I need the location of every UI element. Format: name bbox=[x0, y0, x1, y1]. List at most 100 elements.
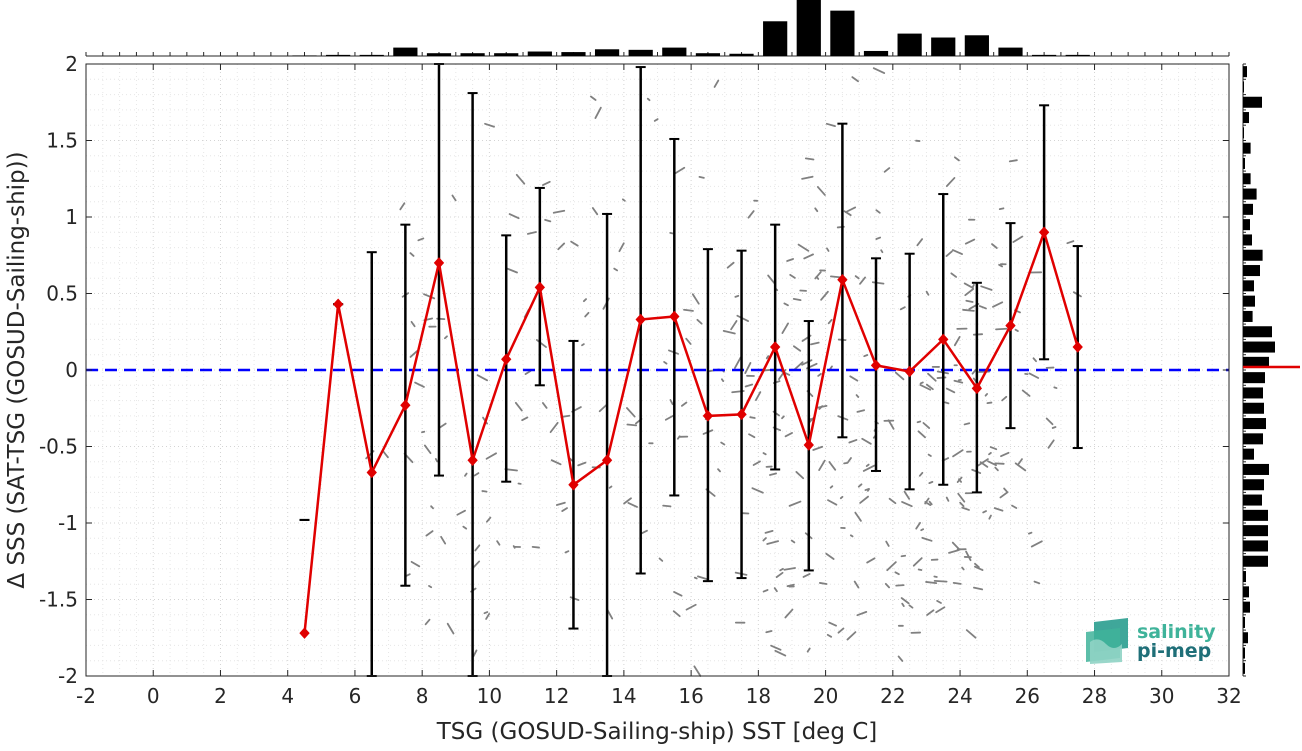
scatter-point bbox=[929, 455, 931, 456]
x-tick-label: 2 bbox=[214, 684, 227, 708]
top-hist-bar bbox=[360, 55, 384, 56]
right-hist-bar bbox=[1243, 219, 1250, 230]
x-tick-label: 28 bbox=[1082, 684, 1107, 708]
scatter-point bbox=[921, 529, 923, 530]
right-hist-bar bbox=[1243, 418, 1266, 429]
scatter-point bbox=[857, 395, 859, 397]
scatter-point bbox=[864, 355, 867, 356]
y-tick-label: -1 bbox=[58, 511, 78, 535]
scatter-point bbox=[820, 583, 827, 584]
top-hist-bar bbox=[931, 38, 955, 56]
right-hist-bar bbox=[1243, 387, 1263, 398]
scatter-point bbox=[966, 301, 972, 302]
x-tick-label: 0 bbox=[147, 684, 160, 708]
scatter-point bbox=[1053, 427, 1056, 428]
right-hist-bar bbox=[1243, 571, 1246, 582]
y-tick-label: 1 bbox=[65, 205, 78, 229]
scatter-point bbox=[987, 403, 991, 404]
right-hist-bar bbox=[1243, 510, 1268, 521]
right-hist-bar bbox=[1243, 525, 1268, 536]
scatter-point bbox=[902, 556, 906, 557]
scatter-point bbox=[881, 250, 882, 252]
scatter-point bbox=[1016, 330, 1018, 331]
scatter-point bbox=[699, 177, 703, 178]
scatter-point bbox=[1029, 533, 1032, 534]
scatter-point bbox=[766, 631, 771, 632]
top-hist-bar bbox=[662, 48, 686, 56]
top-hist-bar bbox=[998, 48, 1022, 56]
scatter-point bbox=[648, 99, 650, 101]
scatter-point bbox=[954, 583, 961, 584]
right-hist-bar bbox=[1243, 433, 1263, 444]
scatter-point bbox=[963, 310, 974, 311]
right-hist-bar bbox=[1243, 632, 1248, 643]
right-hist-bar bbox=[1243, 296, 1255, 307]
right-hist-bar bbox=[1243, 403, 1264, 414]
right-hist-bar bbox=[1243, 556, 1268, 567]
scatter-point bbox=[918, 422, 921, 423]
top-hist-bar bbox=[729, 54, 753, 56]
right-hist-bar bbox=[1243, 464, 1269, 475]
top-hist-bar bbox=[965, 35, 989, 56]
scatter-point bbox=[722, 379, 723, 381]
right-hist-bar bbox=[1243, 81, 1244, 92]
y-tick-label: 2 bbox=[65, 52, 78, 76]
scatter-point bbox=[806, 158, 814, 159]
right-hist-bar bbox=[1243, 173, 1251, 184]
x-tick-label: 8 bbox=[416, 684, 429, 708]
scatter-point bbox=[983, 511, 986, 512]
right-hist-bar bbox=[1243, 204, 1253, 215]
right-hist-bar bbox=[1243, 495, 1262, 506]
scatter-point bbox=[429, 586, 431, 587]
right-hist-bar bbox=[1243, 372, 1265, 383]
scatter-point bbox=[565, 551, 568, 552]
scatter-point bbox=[851, 535, 853, 536]
top-hist-bar bbox=[864, 51, 888, 56]
scatter-point bbox=[919, 570, 922, 571]
scatter-point bbox=[935, 581, 947, 582]
top-hist-bar bbox=[797, 0, 821, 56]
top-hist-bar bbox=[427, 53, 451, 56]
x-tick-label: 12 bbox=[544, 684, 569, 708]
top-hist-bar bbox=[763, 21, 787, 56]
right-hist-bar bbox=[1243, 66, 1247, 77]
right-hist-bar bbox=[1243, 158, 1245, 169]
top-hist-bar bbox=[629, 50, 653, 56]
y-tick-label: 0 bbox=[65, 358, 78, 382]
right-hist-bar bbox=[1243, 97, 1262, 108]
scatter-point bbox=[610, 486, 612, 487]
scatter-point bbox=[996, 329, 1006, 330]
scatter-point bbox=[973, 285, 974, 287]
scatter-point bbox=[929, 482, 932, 483]
scatter-point bbox=[868, 489, 869, 491]
scatter-point bbox=[1000, 208, 1004, 209]
scatter-point bbox=[926, 582, 936, 583]
top-hist-bar bbox=[898, 34, 922, 56]
salinity-pi-mep-logo: salinity pi-mep bbox=[1086, 618, 1216, 664]
right-hist-bar bbox=[1243, 602, 1250, 613]
right-hist-bar bbox=[1243, 540, 1268, 551]
right-hist-bar bbox=[1243, 311, 1253, 322]
scatter-point bbox=[627, 425, 636, 426]
scatter-point bbox=[533, 547, 539, 548]
right-hist-bar bbox=[1243, 617, 1245, 628]
x-tick-label: 14 bbox=[611, 684, 636, 708]
scatter-point bbox=[422, 432, 424, 433]
top-hist-bar bbox=[292, 55, 316, 56]
x-tick-label: 16 bbox=[678, 684, 703, 708]
x-tick-label: 18 bbox=[746, 684, 771, 708]
y-tick-label: -0.5 bbox=[39, 435, 78, 459]
right-hist-bar bbox=[1243, 449, 1254, 460]
scatter-point bbox=[482, 491, 486, 492]
right-hist-bar bbox=[1243, 189, 1257, 200]
scatter-point bbox=[841, 497, 843, 498]
x-tick-label: 26 bbox=[1015, 684, 1040, 708]
top-hist-bar bbox=[696, 53, 720, 56]
top-hist-bar bbox=[561, 52, 585, 56]
scatter-point bbox=[989, 453, 991, 454]
scatter-point bbox=[831, 486, 833, 487]
scatter-point bbox=[763, 453, 765, 454]
scatter-point bbox=[1010, 160, 1017, 161]
scatter-point bbox=[896, 585, 903, 586]
